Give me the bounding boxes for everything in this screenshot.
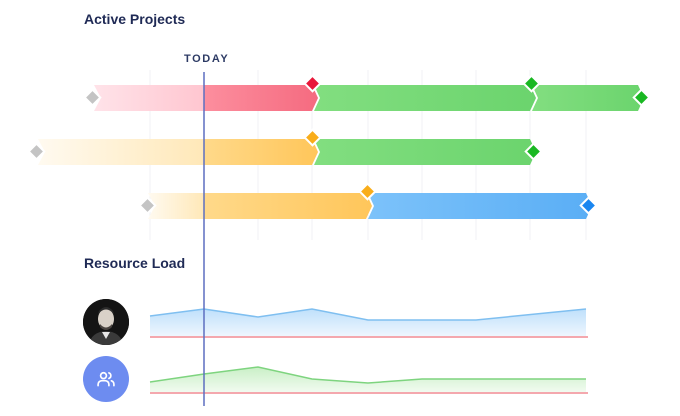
bar-segment-green bbox=[314, 139, 536, 165]
project-row-2[interactable] bbox=[27, 128, 543, 165]
bar-segment-orange bbox=[204, 193, 372, 219]
resource-load-user bbox=[149, 308, 588, 338]
person-photo-icon bbox=[83, 299, 129, 345]
project-row-1[interactable] bbox=[83, 74, 651, 111]
milestone-start-diamond bbox=[83, 88, 102, 107]
project-row-3[interactable] bbox=[138, 182, 598, 219]
bar-segment-pink bbox=[204, 85, 318, 111]
milestone-orange-diamond bbox=[358, 182, 377, 201]
people-icon bbox=[97, 371, 115, 387]
milestone-end-diamond bbox=[579, 196, 598, 215]
bar-segment-green-1 bbox=[314, 85, 536, 111]
bar-segment-pink-light bbox=[94, 85, 204, 111]
load-area-blue bbox=[150, 309, 586, 336]
bar-segment-orange bbox=[204, 139, 318, 165]
bar-segment-cream bbox=[38, 139, 204, 165]
bar-segment-cream bbox=[148, 193, 204, 219]
milestone-end-diamond bbox=[524, 142, 543, 161]
milestone-start-diamond bbox=[27, 142, 46, 161]
resource-load-team bbox=[149, 366, 588, 394]
bar-segment-blue bbox=[368, 193, 592, 219]
team-avatar[interactable] bbox=[83, 356, 129, 402]
user-avatar[interactable] bbox=[83, 299, 129, 345]
milestone-end-diamond bbox=[632, 88, 651, 107]
bar-segment-green-2 bbox=[532, 85, 644, 111]
milestone-red-diamond bbox=[303, 74, 322, 93]
load-area-green bbox=[150, 367, 586, 392]
milestone-orange-diamond bbox=[303, 128, 322, 147]
resource-load-title: Resource Load bbox=[84, 255, 186, 271]
today-label: TODAY bbox=[184, 53, 230, 65]
active-projects-title: Active Projects bbox=[84, 11, 186, 27]
milestone-start-diamond bbox=[138, 196, 157, 215]
milestone-green-diamond bbox=[522, 74, 541, 93]
